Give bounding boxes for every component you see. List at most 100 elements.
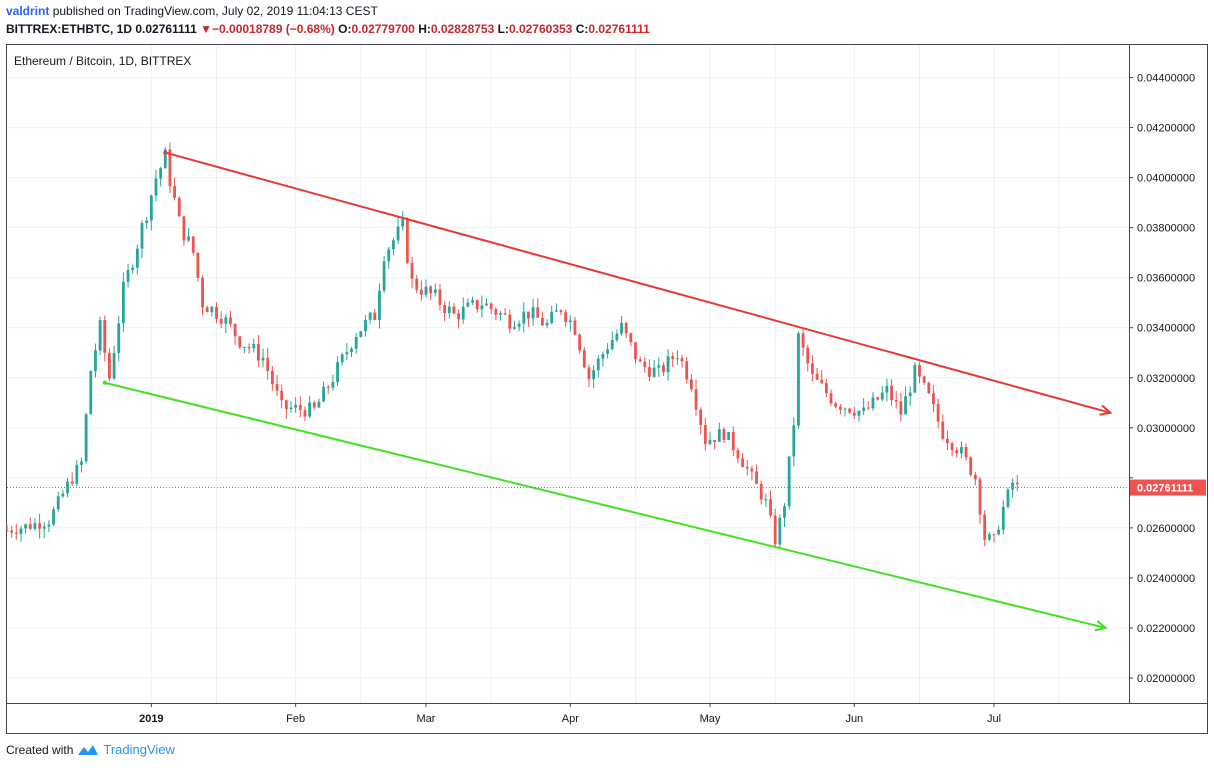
price-tick-label: 0.03600000 xyxy=(1137,273,1195,285)
candle-body xyxy=(266,357,270,371)
candle-body xyxy=(564,312,568,323)
price-tick-label: 0.03000000 xyxy=(1137,423,1195,435)
candle-body xyxy=(28,524,32,529)
time-axis[interactable]: 2019 Feb Mar Apr May Jun Jul xyxy=(139,703,1001,725)
price-tick-label: 0.04200000 xyxy=(1137,123,1195,135)
candle-body xyxy=(284,400,288,410)
candle-body xyxy=(229,317,232,325)
candle-body xyxy=(308,402,312,417)
candle-body xyxy=(5,530,9,532)
candle-body xyxy=(121,281,125,324)
candle-body xyxy=(1006,489,1010,507)
candle-body xyxy=(992,534,996,536)
candle-body xyxy=(871,397,875,409)
candle-body xyxy=(345,352,349,355)
candle-body xyxy=(936,404,940,422)
candle-body xyxy=(778,517,782,545)
close-label: C: xyxy=(575,22,589,36)
candle-body xyxy=(210,306,214,313)
candle-body xyxy=(866,407,870,409)
candle-body xyxy=(340,354,344,363)
high-value: 0.02828753 xyxy=(430,22,495,36)
candle-body xyxy=(215,306,218,319)
candle-body xyxy=(52,509,55,525)
candle-body xyxy=(666,356,670,373)
candle-body xyxy=(862,407,866,411)
trend-lines[interactable] xyxy=(102,150,1113,632)
candle-body xyxy=(401,219,405,227)
candle-body xyxy=(359,331,363,337)
candle-body xyxy=(392,240,395,250)
candle-body xyxy=(47,524,51,527)
candle-body xyxy=(824,383,828,394)
candle-body xyxy=(513,326,516,329)
candle-body xyxy=(503,313,507,315)
candle-body xyxy=(852,412,856,416)
candle-body xyxy=(792,425,796,457)
resistance-arrow-icon xyxy=(1099,404,1113,416)
candle-body xyxy=(84,414,88,462)
candle-body xyxy=(950,443,954,451)
time-tick-label: May xyxy=(700,713,721,725)
candle-body xyxy=(294,404,298,408)
candle-body xyxy=(224,317,228,324)
candle-body xyxy=(932,393,935,405)
candle-body xyxy=(196,252,200,278)
candle-body xyxy=(610,340,614,350)
candle-body xyxy=(275,384,279,391)
candle-body xyxy=(727,432,731,440)
candle-body xyxy=(10,530,14,533)
candle-body xyxy=(154,178,158,196)
candle-body xyxy=(536,307,540,318)
last-price-line: 0.02761111 xyxy=(7,479,1206,496)
candle-body xyxy=(298,404,302,411)
candle-body xyxy=(24,524,28,529)
candle-body xyxy=(722,429,726,440)
candle-body xyxy=(829,393,833,404)
tradingview-brand[interactable]: TradingView xyxy=(103,742,175,757)
candle-body xyxy=(1011,482,1015,490)
candle-body xyxy=(1001,506,1005,530)
candle-body xyxy=(447,306,451,314)
time-tick-label: Jul xyxy=(987,713,1001,725)
time-axis-frame xyxy=(6,703,1208,734)
candle-body xyxy=(629,333,633,343)
symbol-label: BITTREX:ETHBTC, 1D xyxy=(6,22,132,36)
candle-body xyxy=(601,353,605,359)
last-price-badge-label: 0.02761111 xyxy=(1137,483,1193,495)
candle-body xyxy=(941,421,945,439)
candle-body xyxy=(433,289,437,294)
candle-body xyxy=(466,302,470,307)
candle-body xyxy=(173,186,176,198)
price-tick-label: 0.03200000 xyxy=(1137,373,1195,385)
candle-body xyxy=(419,289,423,295)
candle-body xyxy=(149,195,153,221)
time-tick-label: Jun xyxy=(845,713,863,725)
candle-body xyxy=(517,323,521,327)
candle-body xyxy=(545,322,549,326)
author-link[interactable]: valdrint xyxy=(6,4,50,18)
change-down-icon: ▼ xyxy=(200,22,212,36)
candle-body xyxy=(396,226,400,241)
candle-body xyxy=(461,306,465,320)
time-tick-label: Feb xyxy=(286,713,305,725)
candle-body xyxy=(247,346,251,349)
candle-body xyxy=(764,499,768,501)
candle-body xyxy=(42,526,46,529)
candle-body xyxy=(685,361,689,380)
candle-body xyxy=(578,334,582,351)
candle-body xyxy=(838,406,842,410)
price-tick-label: 0.02000000 xyxy=(1137,673,1195,685)
candle-body xyxy=(918,364,921,377)
candle-body xyxy=(573,320,577,335)
candle-body xyxy=(694,389,698,410)
candle-body xyxy=(33,523,37,529)
candle-body xyxy=(634,342,637,360)
candle-body xyxy=(485,303,488,306)
price-axis[interactable]: 0.02000000 0.02200000 0.02400000 0.02600000… xyxy=(1129,73,1195,685)
candle-body xyxy=(289,407,293,410)
candle-body xyxy=(531,307,535,319)
open-value: 0.02779700 xyxy=(351,22,415,36)
candle-body xyxy=(806,347,810,364)
